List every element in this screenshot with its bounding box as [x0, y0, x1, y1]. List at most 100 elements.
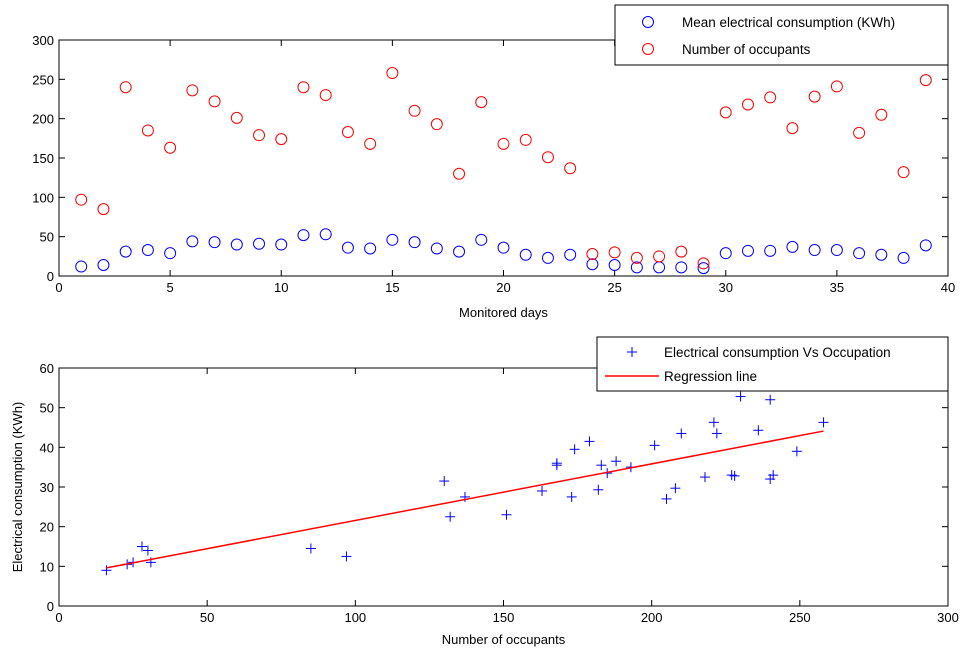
data-point	[186, 235, 199, 248]
data-point	[186, 84, 199, 97]
data-point	[97, 258, 110, 271]
regression-line	[106, 430, 824, 569]
x-tick-label: 15	[385, 280, 399, 295]
y-axis-label: Electrical consumption (KWh)	[10, 402, 25, 573]
data-point	[141, 124, 154, 137]
data-point	[593, 484, 604, 495]
data-point	[566, 491, 577, 502]
y-tick-label: 10	[40, 559, 54, 574]
data-point	[341, 241, 354, 254]
data-point	[791, 446, 802, 457]
data-point	[142, 545, 153, 556]
x-axis-label: Monitored days	[459, 305, 548, 320]
y-tick-label: 50	[40, 401, 54, 416]
data-point	[700, 472, 711, 483]
days-scatter-panel: 0 5 10 15 20 25 30 35 40 0 50 100 150 200 250 300 Monito…	[32, 4, 955, 320]
data-point	[697, 257, 710, 270]
data-point	[649, 440, 660, 451]
legend-symbol	[642, 16, 654, 28]
data-point	[408, 236, 421, 249]
data-point	[453, 245, 466, 258]
data-point	[608, 258, 621, 271]
data-point	[765, 394, 776, 405]
data-point	[564, 248, 577, 261]
plot-area	[58, 39, 949, 277]
data-point	[897, 251, 910, 264]
data-point	[735, 391, 746, 402]
data-point	[808, 244, 821, 257]
data-point	[386, 67, 399, 80]
data-point	[830, 80, 843, 93]
data-point	[75, 193, 88, 206]
data-point	[653, 250, 666, 263]
legend-label: Electrical consumption Vs Occupation	[664, 345, 891, 360]
data-point	[501, 509, 512, 520]
data-point	[551, 460, 562, 471]
data-point	[75, 260, 88, 273]
legend-label: Mean electrical consumption (KWh)	[682, 15, 895, 30]
data-point	[630, 261, 643, 274]
data-point	[519, 248, 532, 261]
data-point	[119, 245, 132, 258]
data-point	[875, 248, 888, 261]
data-point	[275, 133, 288, 146]
data-point	[675, 245, 688, 258]
y-tick-label: 250	[32, 72, 54, 87]
x-tick-label: 0	[55, 280, 62, 295]
data-point	[741, 244, 754, 257]
data-point	[445, 511, 456, 522]
data-point	[853, 126, 866, 139]
series-1	[106, 430, 824, 569]
data-point	[164, 247, 177, 260]
data-point	[341, 126, 354, 139]
x-tick-label: 10	[274, 280, 288, 295]
x-tick-label: 20	[496, 280, 510, 295]
x-tick-label: 100	[344, 610, 366, 625]
data-point	[808, 90, 821, 103]
data-point	[764, 244, 777, 257]
data-point	[741, 98, 754, 111]
data-point	[386, 233, 399, 246]
data-point	[430, 242, 443, 255]
y-tick-label: 200	[32, 112, 54, 127]
data-point	[497, 241, 510, 254]
legend: Electrical consumption Vs Occupation Regr…	[596, 336, 949, 392]
legend: Mean electrical consumption (KWh) Number …	[614, 4, 949, 66]
data-point	[141, 244, 154, 257]
data-point	[541, 251, 554, 264]
data-point	[497, 137, 510, 150]
data-point	[711, 428, 722, 439]
data-point	[753, 425, 764, 436]
x-tick-label: 250	[789, 610, 811, 625]
data-point	[537, 485, 548, 496]
data-point	[675, 261, 688, 274]
data-point	[596, 460, 607, 471]
data-point	[697, 262, 710, 275]
legend-box	[596, 336, 949, 392]
data-point	[253, 237, 266, 250]
data-point	[670, 483, 681, 494]
data-point	[564, 162, 577, 175]
data-point	[475, 233, 488, 246]
data-point	[768, 470, 779, 481]
data-point	[475, 96, 488, 109]
data-point	[341, 551, 352, 562]
legend-symbol	[642, 43, 654, 55]
series-1	[75, 67, 932, 270]
legend-symbol	[627, 347, 637, 357]
x-tick-label: 150	[493, 610, 515, 625]
data-point	[439, 476, 450, 487]
y-tick-label: 0	[47, 269, 54, 284]
x-tick-label: 5	[167, 280, 174, 295]
x-tick-label: 35	[830, 280, 844, 295]
data-point	[364, 242, 377, 255]
plot-area	[58, 367, 949, 607]
legend-label: Regression line	[664, 369, 757, 384]
x-tick-label: 0	[55, 610, 62, 625]
y-tick-label: 30	[40, 480, 54, 495]
data-point	[569, 444, 580, 455]
data-point	[275, 238, 288, 251]
data-point	[853, 247, 866, 260]
data-point	[708, 417, 719, 428]
data-point	[875, 108, 888, 121]
